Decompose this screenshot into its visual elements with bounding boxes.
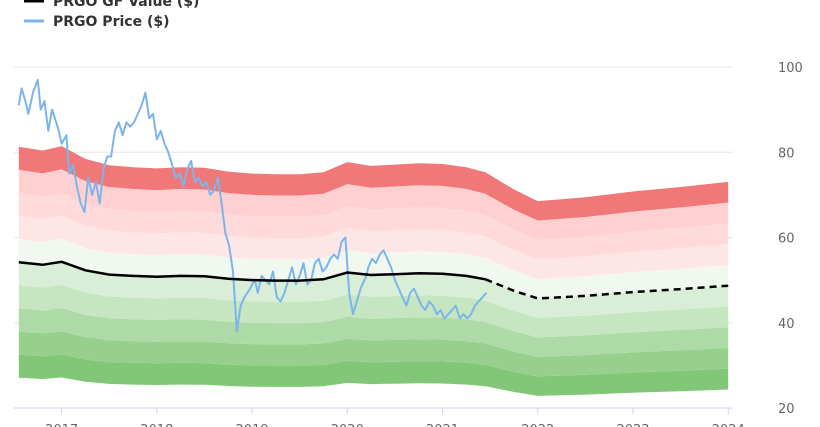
x-tick-label: 2017 (45, 423, 78, 427)
legend-gf-value-label: PRGO GF Value ($) (53, 0, 199, 10)
x-tick-label: 2020 (331, 423, 364, 427)
gf-value-line (18, 260, 486, 282)
valuation-band-8 (18, 169, 729, 240)
valuation-bands (18, 146, 729, 396)
x-tick-label: 2023 (616, 423, 649, 427)
y-tick-label: 40 (778, 317, 795, 332)
valuation-band-1 (18, 331, 729, 377)
x-tick-label: 2022 (521, 423, 554, 427)
valuation-band-5 (18, 238, 729, 299)
x-tick-label: 2021 (426, 423, 459, 427)
valuation-band-7 (18, 192, 729, 260)
legend-price-label: PRGO Price ($) (53, 14, 169, 30)
x-tick-label: 2019 (236, 423, 269, 427)
series-lines (17, 78, 729, 333)
y-tick-label: 100 (778, 61, 803, 76)
y-tick-label: 60 (778, 232, 795, 247)
y-tick-label: 80 (778, 146, 795, 161)
y-tick-label: 20 (778, 402, 795, 417)
valuation-band-4 (18, 261, 729, 318)
valuation-band-6 (18, 215, 729, 279)
valuation-band-2 (18, 308, 729, 357)
valuation-band-3 (18, 284, 729, 338)
valuation-band-0 (18, 354, 729, 396)
legend: PRGO GF Value ($) PRGO Price ($) (24, 0, 199, 30)
x-tick-label: 2024 (712, 423, 745, 427)
axes: 20 40 60 80 100 2017 2018 2019 2020 2021 2022 2023 2… (14, 61, 803, 427)
price-series-line (17, 78, 488, 333)
gf-value-projection-line (484, 278, 729, 300)
x-tick-label: 2018 (140, 423, 173, 427)
valuation-band-9 (18, 146, 729, 221)
